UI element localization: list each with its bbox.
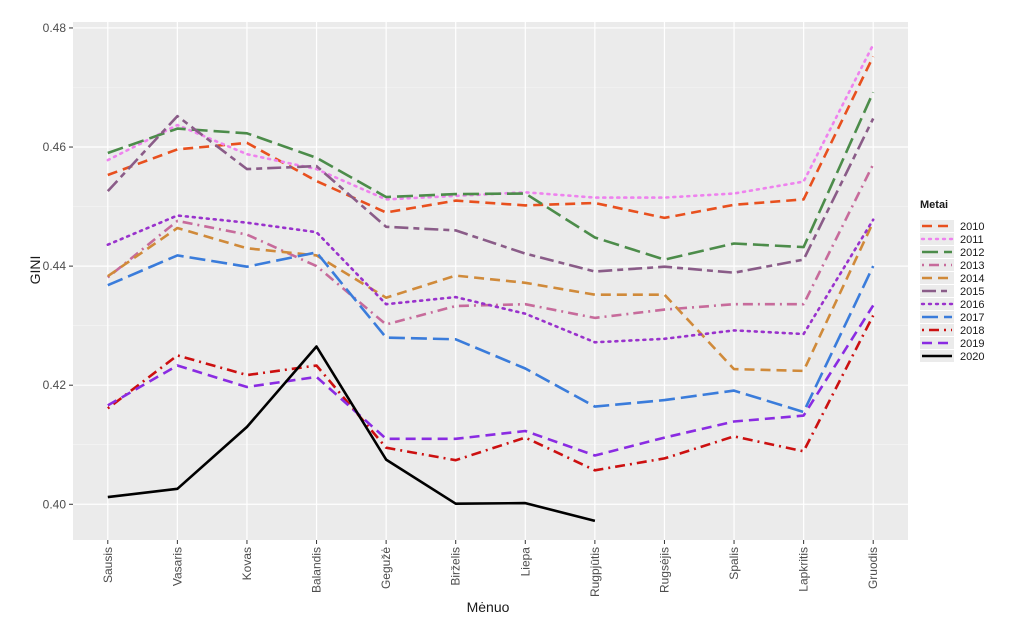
series-line-2017	[107, 251, 875, 414]
x-tick-label: Rugpjūtis	[588, 547, 602, 597]
legend-label: 2015	[960, 286, 984, 298]
series-line-2015	[106, 114, 875, 274]
x-tick-label: Rugsėjis	[657, 547, 671, 593]
x-axis-title: Mėnuo	[467, 599, 510, 615]
legend-label: 2020	[960, 351, 984, 363]
y-axis: 0.40 0.42 0.44 0.46 0.48	[43, 21, 73, 511]
x-axis: Sausis Vasaris Kovas Balandis Gegužė Birželis…	[101, 540, 880, 597]
x-tick-label: Balandis	[310, 547, 324, 593]
y-axis-title: GINI	[27, 256, 43, 285]
series-line-2019	[107, 304, 875, 457]
y-tick-label: 0.42	[43, 378, 67, 392]
y-tick-label: 0.40	[43, 497, 67, 511]
panel-background	[73, 22, 908, 540]
x-tick-label: Vasaris	[170, 547, 184, 586]
legend-item-2010: 2010	[920, 220, 984, 233]
legend-label: 2012	[960, 247, 984, 259]
series-line-2010	[107, 55, 875, 220]
legend-item-2019: 2019	[920, 337, 984, 350]
legend-item-2012: 2012	[920, 246, 984, 259]
legend-label: 2019	[960, 338, 984, 350]
x-tick-label: Gegužė	[379, 547, 393, 589]
legend-item-2013: 2013	[920, 259, 984, 272]
legend: Metai 2010201120122013201420152016201720…	[914, 192, 1004, 366]
series-lines	[106, 43, 875, 523]
x-tick-label: Gruodis	[866, 547, 880, 589]
x-tick-label: Spalis	[727, 547, 741, 580]
legend-key-background	[920, 220, 954, 232]
x-tick-label: Birželis	[449, 547, 463, 586]
legend-key-background	[920, 272, 954, 284]
y-tick-label: 0.44	[43, 259, 67, 273]
legend-item-2018: 2018	[920, 324, 984, 337]
legend-item-2014: 2014	[920, 272, 984, 285]
series-line-2016	[106, 214, 875, 344]
y-tick-label: 0.48	[43, 21, 67, 35]
series-line-2020	[107, 345, 596, 523]
series-line-2018	[107, 314, 875, 472]
plot-panel	[73, 22, 908, 540]
legend-key-background	[920, 337, 954, 349]
legend-item-2011: 2011	[920, 233, 984, 246]
y-tick-label: 0.46	[43, 140, 67, 154]
x-tick-label: Sausis	[101, 547, 115, 583]
legend-item-2017: 2017	[920, 311, 984, 324]
series-line-2014	[107, 221, 875, 373]
legend-title: Metai	[920, 199, 948, 211]
x-tick-label: Liepa	[518, 547, 532, 577]
legend-label: 2016	[960, 299, 984, 311]
legend-label: 2014	[960, 273, 984, 285]
series-line-2012	[107, 91, 875, 261]
legend-label: 2017	[960, 312, 984, 324]
x-tick-label: Lapkritis	[797, 547, 811, 592]
legend-label: 2018	[960, 325, 984, 337]
x-tick-label: Kovas	[240, 547, 254, 580]
legend-label: 2010	[960, 221, 984, 233]
legend-label: 2013	[960, 260, 984, 272]
legend-item-2020: 2020	[920, 350, 984, 363]
legend-key-background	[920, 285, 954, 297]
legend-label: 2011	[960, 234, 984, 246]
legend-item-2016: 2016	[920, 298, 984, 311]
legend-item-2015: 2015	[920, 285, 984, 298]
